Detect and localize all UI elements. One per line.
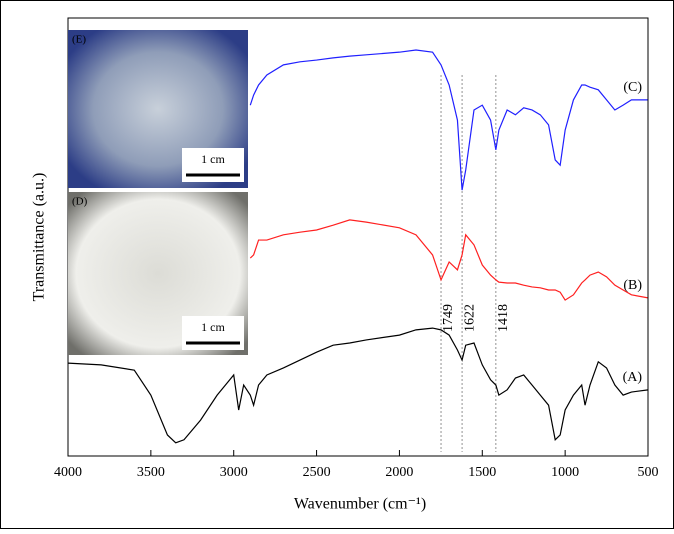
y-axis-label: Transmittance (a.u.) bbox=[31, 173, 48, 302]
annotation-label: 1749 bbox=[441, 304, 456, 332]
annotation-label: 1622 bbox=[462, 304, 477, 332]
series-line bbox=[249, 219, 649, 301]
inset-d: (D) 1 cm bbox=[68, 192, 248, 355]
x-tick-label: 3500 bbox=[137, 465, 165, 480]
series-label: (A) bbox=[623, 370, 643, 385]
annotation-label: 1418 bbox=[496, 304, 511, 332]
x-tick-label: 4000 bbox=[54, 465, 82, 480]
inset-label: (E) bbox=[72, 34, 86, 46]
inset-e: (E) 1 cm bbox=[68, 30, 248, 188]
scale-label: 1 cm bbox=[201, 152, 225, 166]
inset-label: (D) bbox=[72, 196, 88, 208]
series-label: (B) bbox=[623, 278, 642, 293]
series-line bbox=[249, 49, 648, 191]
x-tick-label: 3000 bbox=[220, 465, 248, 480]
x-axis-label: Wavenumber (cm⁻¹) bbox=[294, 496, 426, 513]
x-tick-label: 1500 bbox=[468, 465, 496, 480]
series-line bbox=[67, 327, 649, 444]
x-tick-label: 500 bbox=[638, 465, 659, 480]
series-label: (C) bbox=[623, 80, 642, 95]
x-tick-label: 2000 bbox=[385, 465, 413, 480]
scale-label: 1 cm bbox=[201, 320, 225, 334]
x-tick-label: 1000 bbox=[551, 465, 579, 480]
x-tick-label: 2500 bbox=[303, 465, 331, 480]
